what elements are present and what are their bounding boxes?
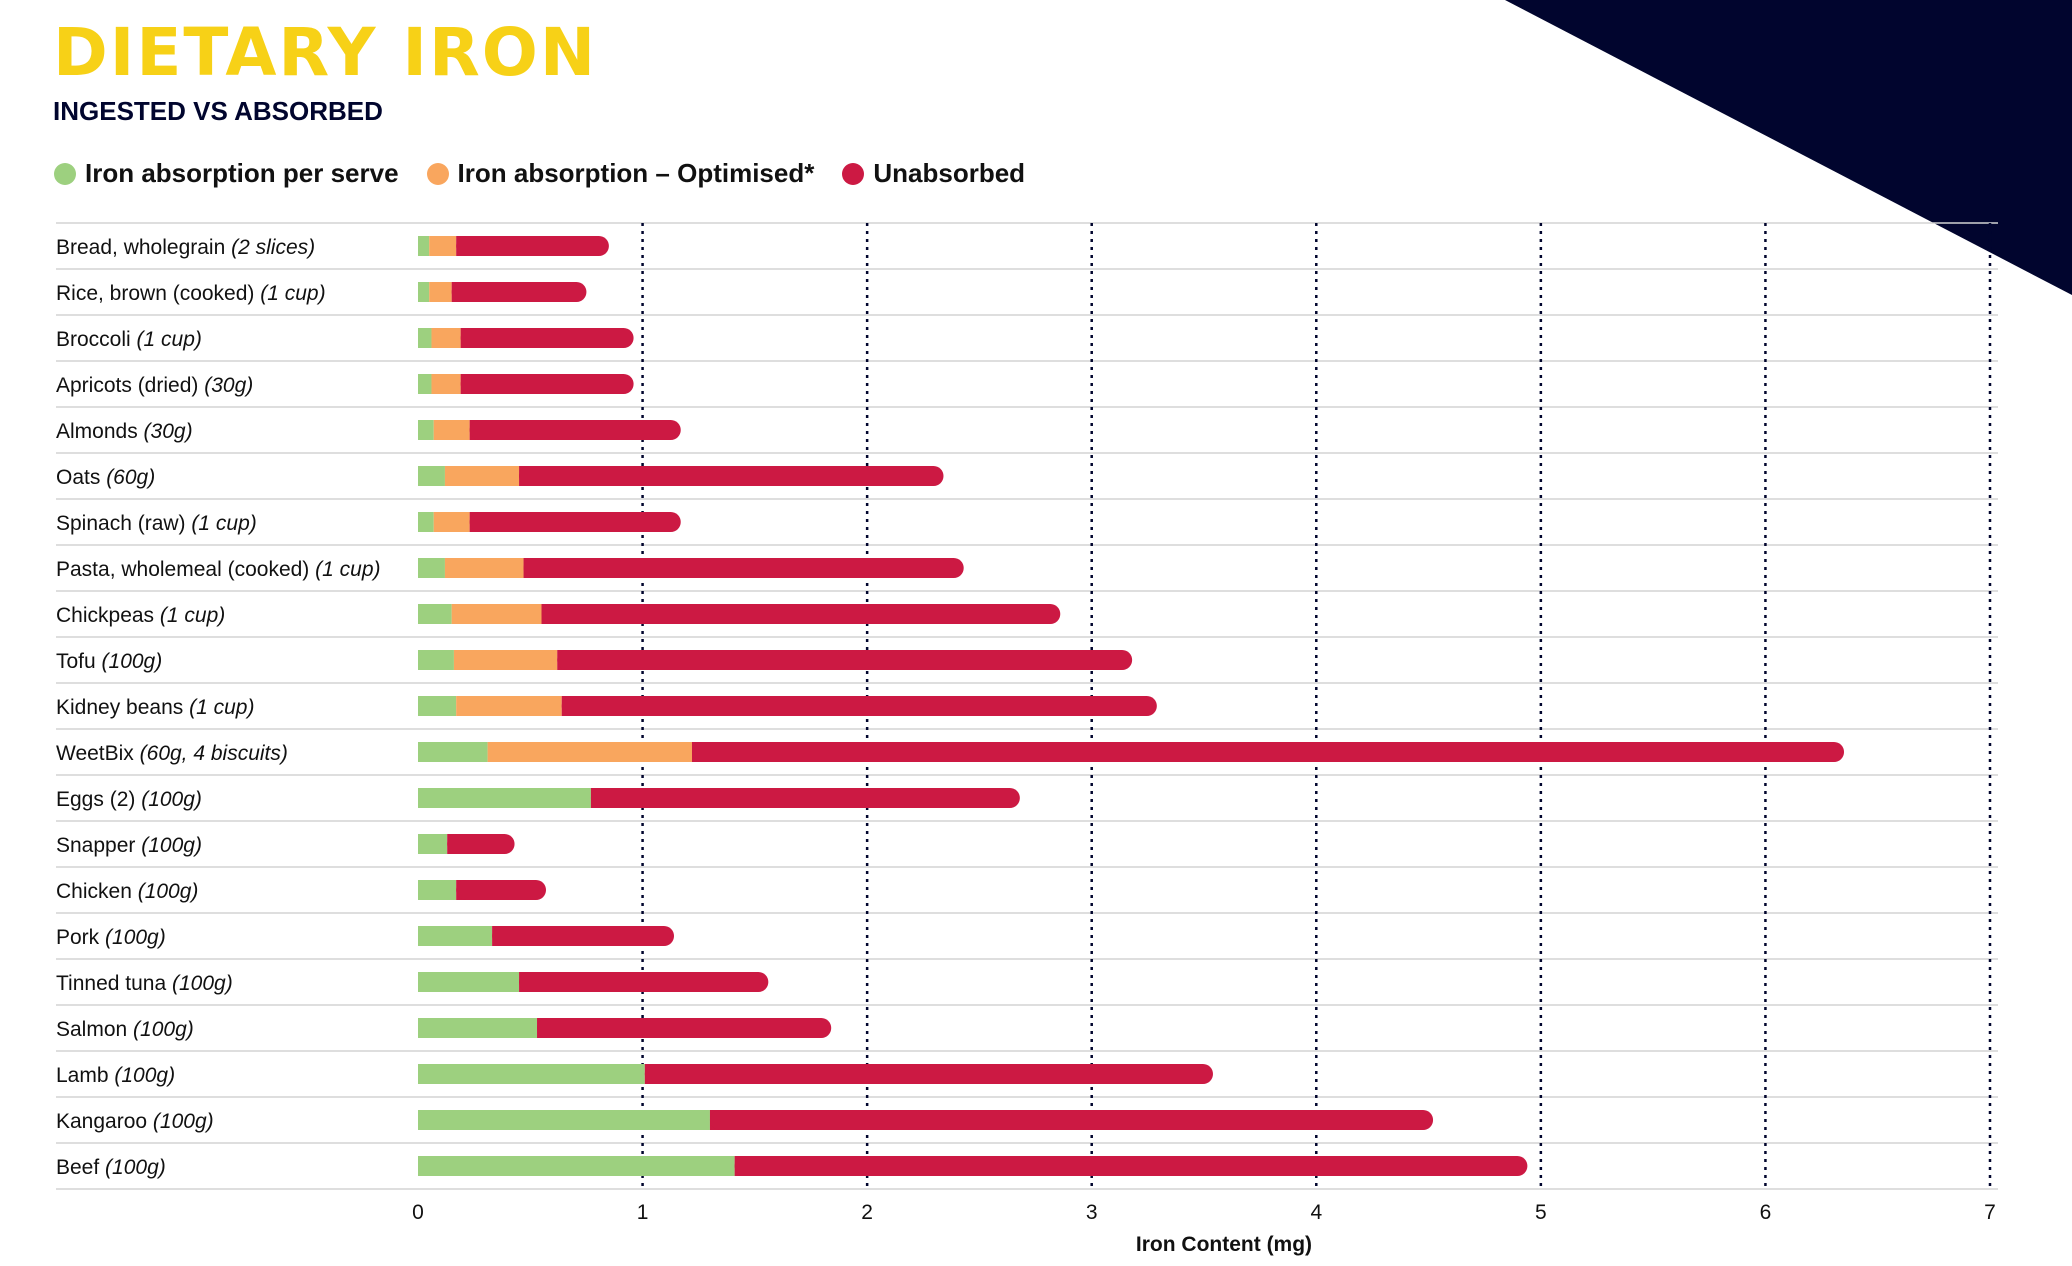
legend-swatch-absorbed xyxy=(54,162,76,185)
bar-segment-unabsorbed-cap xyxy=(557,650,1133,670)
bar-segment-optimised xyxy=(431,328,461,348)
bar-segment-unabsorbed-cap xyxy=(734,1156,1528,1176)
bar-segment-unabsorbed-cap xyxy=(709,1110,1434,1130)
category-label: Pasta, wholemeal (cooked) (1 cup) xyxy=(56,558,381,581)
chart-legend: Iron absorption per serve Iron absorptio… xyxy=(54,158,1025,189)
bar-segment-absorbed xyxy=(418,650,454,670)
bar-segment-optimised xyxy=(429,236,457,256)
bar-segment-optimised xyxy=(456,696,562,716)
category-label: Eggs (2) (100g) xyxy=(56,788,202,811)
bar-segment-optimised xyxy=(453,650,558,670)
bar-segment-absorbed xyxy=(418,420,434,440)
bar-segment-absorbed xyxy=(418,1110,710,1130)
legend-swatch-unabsorbed xyxy=(842,162,865,185)
bar-segment-absorbed xyxy=(418,558,445,578)
category-label: Pork (100g) xyxy=(56,926,166,949)
category-label: Bread, wholegrain (2 slices) xyxy=(56,236,315,259)
bar-segment-absorbed xyxy=(418,282,430,302)
bar-segment-unabsorbed-cap xyxy=(537,1018,832,1038)
bar-segment-absorbed xyxy=(418,1018,538,1038)
bar-segment-unabsorbed-cap xyxy=(519,466,944,486)
bar-segment-absorbed xyxy=(418,236,430,256)
bar-segment-unabsorbed-cap xyxy=(541,604,1061,624)
bar-segment-optimised xyxy=(433,512,470,532)
bar-segment-absorbed xyxy=(418,972,520,992)
x-axis-label: Iron Content (mg) xyxy=(1136,1233,1312,1256)
category-label: Apricots (dried) (30g) xyxy=(56,374,253,397)
bar-segment-absorbed xyxy=(418,604,452,624)
category-label: Kidney beans (1 cup) xyxy=(56,696,254,719)
bar-segment-unabsorbed-cap xyxy=(519,972,769,992)
category-label: Snapper (100g) xyxy=(56,834,202,857)
bar-segment-absorbed xyxy=(418,466,445,486)
category-label: Chicken (100g) xyxy=(56,880,198,903)
legend-label-unabsorbed: Unabsorbed xyxy=(873,158,1026,188)
category-label: Salmon (100g) xyxy=(56,1018,194,1041)
x-tick-label: 1 xyxy=(637,1201,649,1224)
bar-segment-optimised xyxy=(444,558,524,578)
bar-segment-unabsorbed-cap xyxy=(469,420,681,440)
category-label: Tinned tuna (100g) xyxy=(56,972,233,995)
bar-segment-absorbed xyxy=(418,512,434,532)
legend-swatch-optimised xyxy=(426,162,449,185)
category-label: Broccoli (1 cup) xyxy=(56,328,202,351)
category-label: Chickpeas (1 cup) xyxy=(56,604,225,627)
bar-segment-optimised xyxy=(444,466,520,486)
bar-segment-absorbed xyxy=(418,880,457,900)
category-label: Spinach (raw) (1 cup) xyxy=(56,512,257,535)
bar-segment-unabsorbed-cap xyxy=(456,880,547,900)
bar-segment-optimised xyxy=(451,604,542,624)
x-tick-label: 7 xyxy=(1984,1201,1996,1224)
bar-segment-absorbed xyxy=(418,328,432,348)
bar-segment-unabsorbed-cap xyxy=(644,1064,1213,1084)
bar-segment-absorbed xyxy=(418,742,488,762)
bar-segment-unabsorbed-cap xyxy=(590,788,1020,808)
corner-decoration xyxy=(1505,0,2072,295)
x-tick-label: 5 xyxy=(1535,1201,1547,1224)
bar-segment-unabsorbed-cap xyxy=(451,282,587,302)
page-subtitle: INGESTED VS ABSORBED xyxy=(53,96,383,126)
bar-segment-optimised xyxy=(431,374,461,394)
legend-label-optimised: Iron absorption – Optimised* xyxy=(457,158,815,188)
category-label: Kangaroo (100g) xyxy=(56,1110,214,1133)
bar-segment-unabsorbed-cap xyxy=(523,558,964,578)
bar-segment-absorbed xyxy=(418,926,493,946)
bar-segment-unabsorbed-cap xyxy=(691,742,1845,762)
category-label: Almonds (30g) xyxy=(56,420,193,443)
bar-segment-optimised xyxy=(487,742,692,762)
legend-label-absorbed: Iron absorption per serve xyxy=(85,158,399,188)
x-tick-label: 2 xyxy=(861,1201,873,1224)
bar-segment-unabsorbed-cap xyxy=(469,512,681,532)
x-tick-label: 3 xyxy=(1086,1201,1098,1224)
bar-segment-absorbed xyxy=(418,1064,645,1084)
bar-segment-unabsorbed-cap xyxy=(456,236,609,256)
legend-item-unabsorbed: Unabsorbed xyxy=(842,158,1025,189)
category-label: Rice, brown (cooked) (1 cup) xyxy=(56,282,326,305)
page-title: DIETARY IRON xyxy=(53,14,598,91)
bar-segment-unabsorbed-cap xyxy=(447,834,515,854)
bar-segment-optimised xyxy=(429,282,452,302)
x-tick-label: 4 xyxy=(1310,1201,1322,1224)
bar-segment-absorbed xyxy=(418,1156,735,1176)
x-tick-label: 0 xyxy=(412,1201,424,1224)
category-label: Beef (100g) xyxy=(56,1156,166,1179)
bar-segment-unabsorbed-cap xyxy=(561,696,1157,716)
category-label: Lamb (100g) xyxy=(56,1064,175,1087)
bar-segment-absorbed xyxy=(418,834,448,854)
bar-segment-optimised xyxy=(433,420,470,440)
bar-segment-unabsorbed-cap xyxy=(460,374,634,394)
legend-item-absorbed: Iron absorption per serve xyxy=(54,158,399,189)
navy-triangle xyxy=(1505,0,2072,295)
category-label: Tofu (100g) xyxy=(56,650,162,673)
bar-segment-absorbed xyxy=(418,696,457,716)
bar-segment-unabsorbed-cap xyxy=(460,328,634,348)
bar-segment-unabsorbed-cap xyxy=(492,926,675,946)
category-label: WeetBix (60g, 4 biscuits) xyxy=(56,742,288,765)
x-tick-label: 6 xyxy=(1760,1201,1772,1224)
category-label: Oats (60g) xyxy=(56,466,155,489)
legend-item-optimised: Iron absorption – Optimised* xyxy=(426,158,815,189)
bar-segment-absorbed xyxy=(418,374,432,394)
bar-segment-absorbed xyxy=(418,788,591,808)
